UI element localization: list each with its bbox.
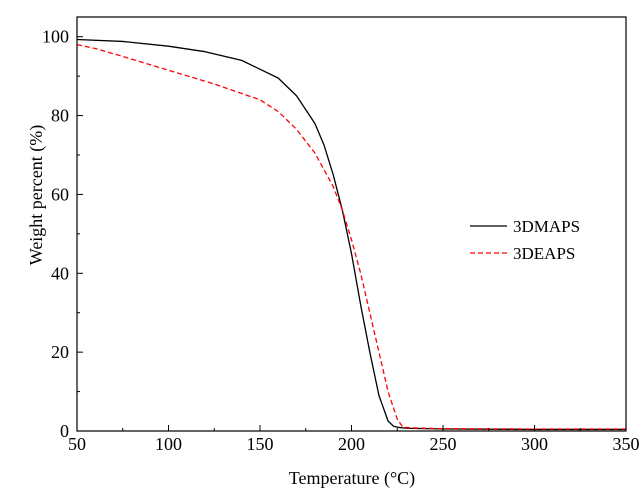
x-tick-label: 200 bbox=[338, 434, 365, 454]
x-axis-title: Temperature (°C) bbox=[289, 468, 415, 489]
x-tick-label: 100 bbox=[155, 434, 182, 454]
x-tick-label: 350 bbox=[613, 434, 639, 454]
axes: 50 100 150 200 250 300 350 0 20 40 60 80 100 bbox=[42, 16, 639, 454]
series-line-3deaps bbox=[76, 43, 626, 430]
plot-area bbox=[76, 38, 626, 431]
y-tick-label: 0 bbox=[60, 421, 69, 441]
legend-label-3dmaps: 3DMAPS bbox=[513, 217, 580, 236]
x-tick-label: 50 bbox=[68, 434, 86, 454]
y-axis-title: Weight percent (%) bbox=[26, 125, 47, 265]
x-tick-label: 150 bbox=[247, 434, 274, 454]
y-tick-label: 80 bbox=[51, 106, 69, 126]
legend: 3DMAPS 3DEAPS bbox=[470, 217, 580, 263]
y-tick-label: 60 bbox=[51, 184, 69, 204]
x-tick-label: 300 bbox=[521, 434, 548, 454]
x-tick-label: 250 bbox=[430, 434, 457, 454]
series-line-3dmaps bbox=[76, 38, 626, 431]
y-tick-label: 40 bbox=[51, 263, 69, 283]
y-tick-label: 100 bbox=[42, 27, 69, 47]
legend-label-3deaps: 3DEAPS bbox=[513, 244, 575, 263]
y-tick-label: 20 bbox=[51, 342, 69, 362]
